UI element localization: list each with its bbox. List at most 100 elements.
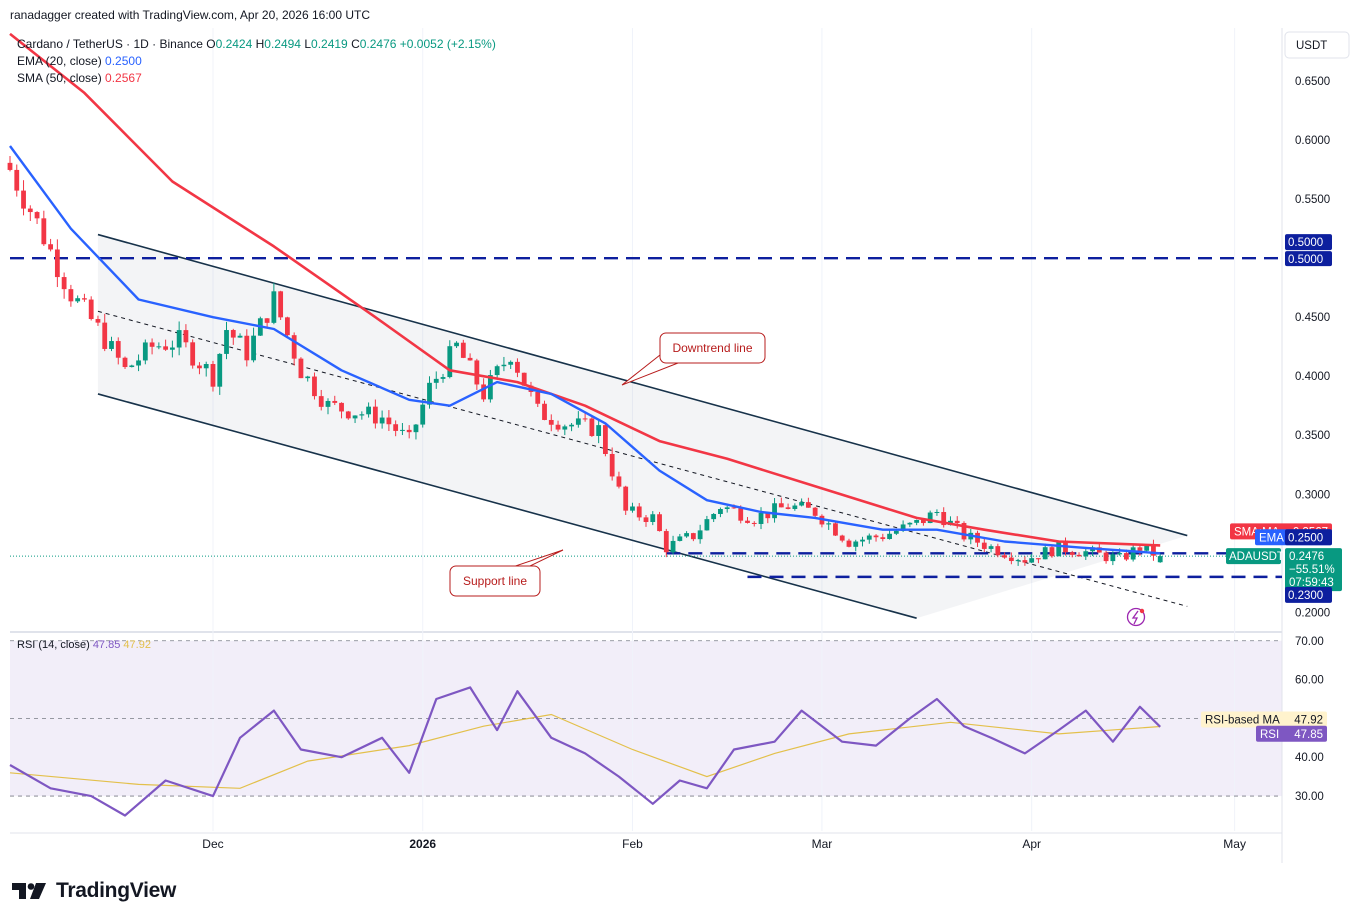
candle[interactable] — [765, 512, 771, 524]
candle[interactable] — [318, 389, 324, 411]
candle[interactable] — [217, 353, 223, 395]
candle[interactable] — [61, 272, 67, 299]
candle[interactable] — [82, 293, 87, 302]
candle[interactable] — [122, 356, 128, 369]
tradingview-logo[interactable]: TradingView — [12, 876, 176, 906]
candle[interactable] — [278, 290, 284, 321]
candle[interactable] — [690, 532, 696, 542]
candle[interactable] — [386, 410, 392, 431]
candle[interactable] — [663, 528, 669, 558]
candle[interactable] — [1015, 558, 1021, 566]
candle[interactable] — [21, 180, 26, 216]
candle[interactable] — [941, 507, 947, 528]
candle[interactable] — [176, 321, 182, 356]
candle[interactable] — [339, 402, 344, 419]
candle[interactable] — [582, 412, 588, 422]
candle[interactable] — [109, 336, 114, 352]
badge-symbol[interactable]: ADAUSDT — [1226, 548, 1284, 565]
candle[interactable] — [860, 536, 865, 547]
candle[interactable] — [1002, 552, 1007, 559]
badge-0230[interactable]: 0.2300 — [1285, 586, 1332, 603]
candle[interactable] — [921, 520, 926, 526]
candle[interactable] — [657, 511, 662, 532]
candle[interactable] — [995, 543, 1001, 558]
candle[interactable] — [156, 342, 162, 350]
candle[interactable] — [197, 362, 202, 375]
candle[interactable] — [569, 423, 574, 432]
candle[interactable] — [210, 360, 216, 392]
candle[interactable] — [440, 373, 446, 383]
candle[interactable] — [934, 509, 940, 516]
candle[interactable] — [853, 539, 859, 552]
candle[interactable] — [562, 424, 568, 436]
candle[interactable] — [1042, 543, 1048, 560]
candle[interactable] — [684, 531, 689, 538]
candle[interactable] — [745, 517, 750, 524]
alert-icon[interactable] — [1126, 607, 1146, 627]
candle[interactable] — [34, 211, 40, 224]
candle[interactable] — [846, 538, 852, 548]
candle[interactable] — [548, 414, 554, 432]
candle[interactable] — [467, 353, 473, 361]
badge-0500-a[interactable]: 0.5000 — [1285, 234, 1332, 251]
candle[interactable] — [264, 318, 270, 328]
candle[interactable] — [799, 498, 805, 507]
candle[interactable] — [305, 375, 311, 382]
candle[interactable] — [312, 372, 317, 400]
candle[interactable] — [359, 411, 365, 420]
candle[interactable] — [494, 364, 500, 378]
candle[interactable] — [68, 284, 74, 307]
candle[interactable] — [230, 328, 236, 345]
candle[interactable] — [325, 398, 331, 415]
candle[interactable] — [102, 313, 108, 352]
candle[interactable] — [697, 524, 703, 544]
candle[interactable] — [1056, 540, 1062, 557]
candle[interactable] — [393, 420, 399, 437]
currency-selector[interactable]: USDT — [1284, 31, 1350, 59]
candle[interactable] — [961, 521, 967, 542]
chart-svg[interactable]: 0.6500 0.6000 0.5500 0.4500 0.4000 0.3500 0.30… — [0, 28, 1358, 863]
candle[interactable] — [136, 354, 141, 372]
candle[interactable] — [575, 411, 581, 428]
candle[interactable] — [603, 422, 608, 457]
candle[interactable] — [866, 533, 872, 544]
candle[interactable] — [981, 538, 987, 553]
candle[interactable] — [907, 522, 913, 528]
candle[interactable] — [163, 339, 169, 351]
candle[interactable] — [792, 503, 798, 511]
candle[interactable] — [812, 506, 818, 518]
candle[interactable] — [535, 391, 541, 408]
ema-legend-row[interactable]: EMA (20, close) 0.2500 — [17, 53, 496, 70]
candle[interactable] — [75, 295, 81, 304]
candle[interactable] — [366, 402, 371, 418]
candle[interactable] — [711, 513, 717, 522]
candle[interactable] — [954, 516, 960, 529]
candle[interactable] — [515, 358, 520, 378]
candle[interactable] — [704, 515, 710, 531]
candle[interactable] — [1103, 550, 1109, 564]
candle[interactable] — [833, 521, 838, 537]
support-line[interactable] — [97, 393, 917, 619]
candle[interactable] — [826, 520, 832, 530]
candle[interactable] — [805, 497, 811, 508]
candle[interactable] — [142, 339, 148, 365]
candle[interactable] — [914, 519, 920, 526]
candle[interactable] — [778, 497, 784, 508]
candle[interactable] — [616, 471, 622, 489]
candle[interactable] — [271, 282, 277, 325]
candle[interactable] — [14, 164, 20, 197]
candle[interactable] — [372, 399, 378, 429]
candle[interactable] — [839, 534, 845, 543]
candle[interactable] — [224, 321, 229, 360]
candle[interactable] — [1029, 553, 1035, 564]
candle[interactable] — [400, 423, 405, 436]
candle[interactable] — [27, 205, 33, 221]
candle[interactable] — [413, 423, 419, 440]
candle[interactable] — [724, 506, 730, 513]
candle[interactable] — [1049, 546, 1055, 558]
badge-0500-b[interactable]: 0.5000 — [1285, 251, 1332, 267]
rsi-legend[interactable]: RSI (14, close) 47.85 47.92 — [17, 639, 151, 651]
candle[interactable] — [244, 329, 250, 367]
candle[interactable] — [1069, 550, 1075, 558]
candle[interactable] — [555, 420, 561, 432]
